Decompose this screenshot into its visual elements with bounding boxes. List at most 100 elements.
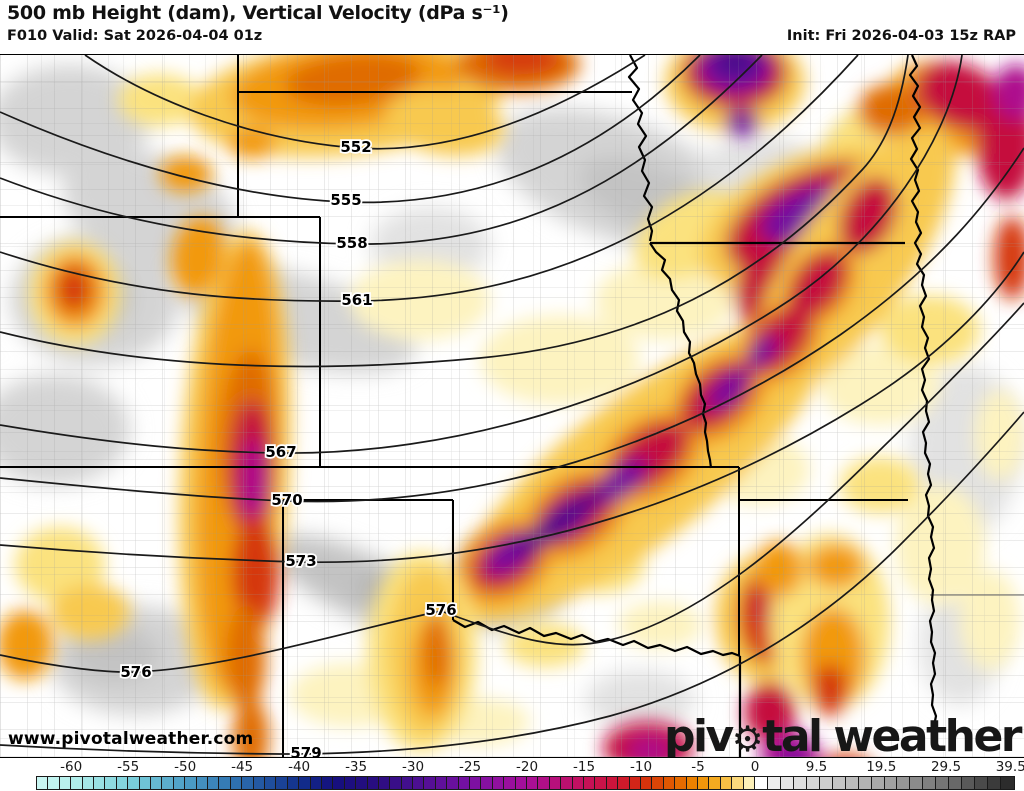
colorbar-cell: [115, 776, 130, 790]
colorbar-cell: [241, 776, 255, 790]
contour-label: 555: [330, 191, 361, 209]
colorbar-cell: [286, 776, 301, 790]
colorbar-cell: [229, 776, 244, 790]
contour-label: 558: [336, 234, 367, 252]
colorbar-cell: [343, 776, 358, 790]
colorbar-cell: [252, 776, 266, 790]
colorbar-cell: [857, 776, 873, 790]
colorbar-cell: [560, 776, 574, 790]
colorbar-cell: [389, 776, 403, 790]
colorbar-tick: -20: [516, 759, 539, 775]
colorbar-cell: [831, 776, 847, 790]
colorbar-cell: [742, 776, 757, 790]
colorbar-cell: [446, 776, 460, 790]
colorbar-cell: [355, 776, 369, 790]
colorbar-cell: [491, 776, 506, 790]
colorbar-cell: [792, 776, 808, 790]
colorbar-cell: [332, 776, 346, 790]
colorbar-cell: [58, 776, 73, 790]
colorbar-cell: [400, 776, 415, 790]
colorbar-tick: 29.5: [930, 759, 962, 775]
valid-time-label: F010 Valid: Sat 2026-04-04 01z: [7, 28, 263, 44]
colorbar-cell: [909, 776, 925, 790]
colorbar-cell: [628, 776, 643, 790]
colorbar-cell: [571, 776, 586, 790]
colorbar-cell: [377, 776, 392, 790]
county-grid-coarse: [0, 55, 1024, 757]
colorbar-cell: [582, 776, 597, 790]
contour-label: 567: [265, 443, 296, 461]
contour-label: 570: [271, 491, 302, 509]
colorbar-cell: [922, 776, 938, 790]
colorbar-cell: [138, 776, 152, 790]
colorbar-cell: [844, 776, 860, 790]
colorbar-cell: [594, 776, 608, 790]
colorbar-cell: [731, 776, 745, 790]
gear-icon: ⚙: [731, 719, 764, 760]
colorbar-cell: [309, 776, 323, 790]
colorbar-cell: [987, 776, 1003, 790]
colorbar-tick: -5: [691, 759, 705, 775]
colorbar-cell: [617, 776, 631, 790]
colorbar-cell: [896, 776, 912, 790]
contour-label: 576: [425, 601, 456, 619]
colorbar-tick: -15: [573, 759, 596, 775]
colorbar-cell: [366, 776, 380, 790]
contour-label: 576: [120, 663, 151, 681]
colorbar-cell: [184, 776, 198, 790]
colorbar-cell: [206, 776, 221, 790]
colorbar-cell: [548, 776, 563, 790]
colorbar-tick: 19.5: [866, 759, 897, 775]
contour-label: 573: [285, 552, 316, 570]
contour-label: 552: [340, 138, 371, 156]
colorbar-cell: [92, 776, 107, 790]
colorbar-cell: [434, 776, 449, 790]
colorbar-cell: [172, 776, 187, 790]
colorbar-cell: [719, 776, 734, 790]
colorbar-cell: [457, 776, 472, 790]
colorbar-tick: -45: [231, 759, 254, 775]
colorbar-cell: [974, 776, 990, 790]
logo-text-left: piv: [663, 711, 734, 762]
colorbar-cell: [662, 776, 677, 790]
colorbar-tick: -50: [174, 759, 197, 775]
colorbar-cell: [651, 776, 665, 790]
colorbar-cell: [275, 776, 289, 790]
colorbar-tick: 0: [750, 759, 760, 775]
colorbar-cell: [935, 776, 951, 790]
colorbar-cell: [298, 776, 312, 790]
colorbar-cell: [870, 776, 886, 790]
colorbar-tick: -10: [629, 759, 653, 775]
colorbar-cell: [423, 776, 437, 790]
colorbar-cell: [218, 776, 232, 790]
contour-label: 561: [341, 291, 372, 309]
colorbar-cell: [480, 776, 494, 790]
colorbar-tick: -55: [117, 759, 140, 775]
colorbar-tick: -25: [459, 759, 482, 775]
height-contours: [0, 54, 1024, 755]
colorbar-cell: [805, 776, 821, 790]
colorbar-cell: [779, 776, 795, 790]
header: 500 mb Height (dam), Vertical Velocity (…: [0, 0, 1024, 55]
colorbar: -60 -55 -50 -45 -40 -35 -30 -25 -20 -15 -10 -5 0 9.5 1…: [0, 757, 1024, 791]
colorbar-cell: [754, 776, 769, 790]
colorbar-cell: [514, 776, 529, 790]
colorbar-cell: [81, 776, 95, 790]
colorbar-cell: [818, 776, 834, 790]
colorbar-cell: [412, 776, 426, 790]
colorbar-cell: [685, 776, 700, 790]
colorbar-cell: [1000, 776, 1015, 790]
colorbar-cell: [503, 776, 517, 790]
colorbar-cell: [948, 776, 964, 790]
colorbar-tick: 39.5: [995, 759, 1024, 775]
colorbar-cell: [263, 776, 278, 790]
colorbar-cell: [537, 776, 551, 790]
colorbar-tick: -40: [288, 759, 311, 775]
init-time-label: Init: Fri 2026-04-03 15z RAP: [786, 28, 1016, 44]
colorbar-cell: [526, 776, 540, 790]
state-borders: [0, 55, 908, 757]
colorbar-cell: [961, 776, 977, 790]
